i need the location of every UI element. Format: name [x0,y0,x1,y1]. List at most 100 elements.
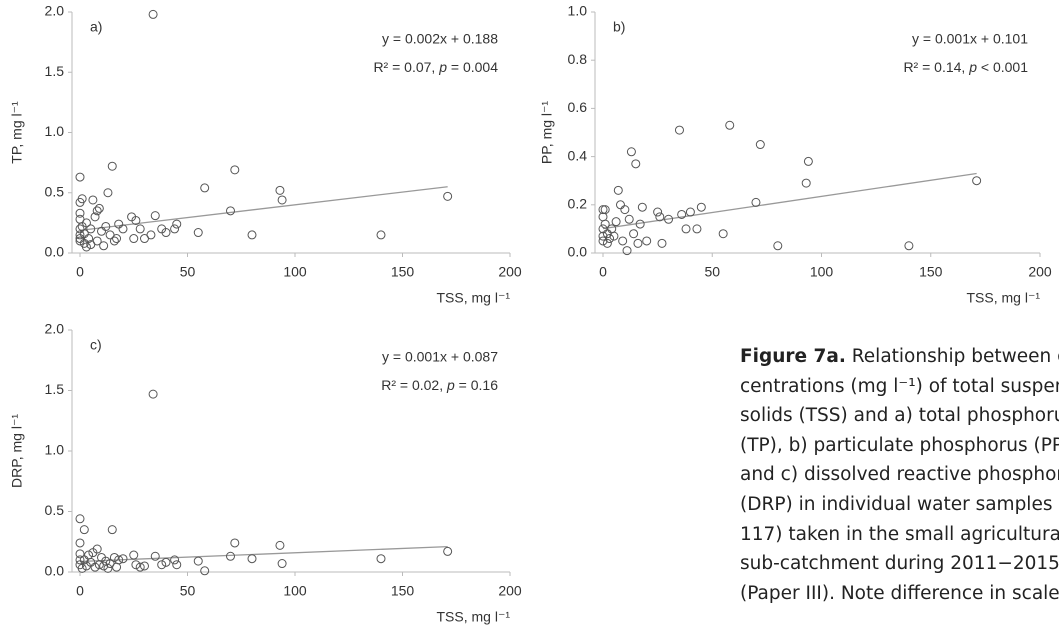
point [685,207,695,217]
stats-part: p [438,59,447,75]
point [148,9,158,19]
caption: Figure 7a. Relationship between con-cent… [740,342,1059,608]
point [107,161,117,171]
point [97,226,106,236]
stats-part: = 0.004 [447,59,498,75]
x-tick-label: 100 [283,583,307,599]
caption-line: centrations (mg l⁻¹) of total suspended [740,372,1059,402]
x-tick-label: 50 [704,264,720,280]
caption-text: solids (TSS) and a) total phosphorus [740,405,1059,427]
point [200,183,210,193]
stats: R² = 0.02, p = 0.16 [381,377,498,393]
point [84,234,94,244]
x-tick-label: 200 [1028,264,1052,280]
point [611,217,621,227]
y-tick-label: 1.5 [45,381,65,397]
point [633,238,643,248]
y-tick-label: 0.0 [45,563,65,579]
point [657,238,667,248]
point [624,214,634,224]
y-tick-label: 0.5 [45,183,65,199]
point [275,185,285,195]
point [131,215,141,225]
point [718,229,728,239]
point [642,236,652,246]
point [79,525,89,535]
caption-text: (TP), b) particulate phosphorus (PP) [740,434,1059,456]
y-axis-label: DRP, mg l⁻¹ [9,414,25,488]
caption-text: sub-catchment during 2011−2015 [740,553,1059,575]
point [112,234,122,244]
point [904,241,914,251]
point [725,120,735,130]
point [161,228,171,238]
point [114,219,124,229]
point [99,561,109,571]
caption-text: and c) dissolved reactive phosphorus [740,464,1059,486]
caption-line: and c) dissolved reactive phosphorus [740,460,1059,490]
point [75,172,85,182]
point [114,555,124,565]
point [226,206,235,216]
point [77,563,87,573]
x-tick-label: 150 [919,264,943,280]
point [773,241,783,251]
point [801,178,811,188]
y-tick-label: 1.0 [45,123,65,139]
point [86,224,96,234]
stats-part: R² = 0.07, [373,59,439,75]
x-tick-label: 100 [283,264,307,280]
point [755,140,765,150]
point [618,236,628,246]
x-tick-label: 0 [76,583,84,599]
caption-text: centrations (mg l⁻¹) of total suspended [740,375,1059,397]
stats-part: R² = 0.02, [381,377,447,393]
point [626,147,636,157]
y-tick-label: 2.0 [45,3,65,19]
point [135,224,145,234]
caption-label: Figure 7a. [740,346,846,367]
trend-line [79,545,448,563]
equation: y = 0.001x + 0.101 [912,31,1028,47]
point [172,219,182,229]
caption-line: Figure 7a. Relationship between con- [740,342,1059,372]
point [602,238,612,248]
x-tick-label: 150 [391,583,415,599]
point [230,165,240,175]
equation: y = 0.001x + 0.087 [382,349,498,365]
x-axis-label: TSS, mg l⁻¹ [436,609,510,625]
point [193,556,203,566]
point [103,563,113,573]
point [135,562,145,572]
point [655,212,665,222]
caption-line: (DRP) in individual water samples (n = [740,490,1059,520]
stats-part: < 0.001 [977,59,1028,75]
caption-text: 117) taken in the small agricultural [740,523,1059,545]
stats-part: p [446,377,455,393]
y-axis-label: TP, mg l⁻¹ [9,101,25,164]
point [664,214,674,224]
x-tick-label: 150 [391,264,415,280]
point [140,561,149,571]
trend-line [602,172,977,230]
point [277,195,287,205]
stats: R² = 0.07, p = 0.004 [373,59,498,75]
point [200,566,210,576]
stats-part: = 0.16 [455,377,498,393]
point [635,219,645,229]
point [118,554,128,564]
point [161,557,171,567]
caption-line: solids (TSS) and a) total phosphorus [740,401,1059,431]
point [170,555,180,565]
point [443,191,453,201]
x-tick-label: 100 [810,264,834,280]
point [193,228,203,238]
point [376,230,386,240]
point [677,209,687,219]
point [681,224,691,234]
point [443,546,453,556]
y-tick-label: 0.8 [568,51,588,67]
point [75,230,85,240]
point [77,194,87,204]
